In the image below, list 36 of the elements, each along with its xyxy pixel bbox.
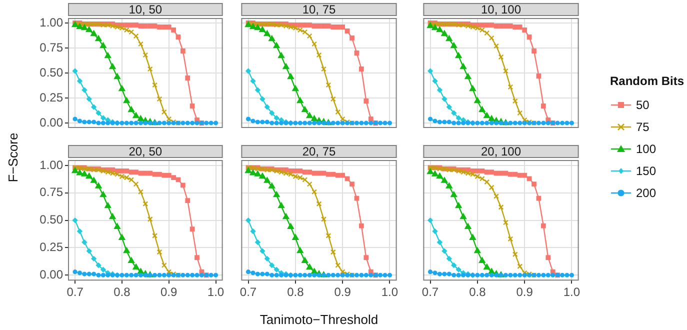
x-tick-label: 0.7 <box>66 285 84 300</box>
x-tick-label: 1.0 <box>207 285 224 300</box>
x-tick-label: 0.9 <box>516 285 534 300</box>
x-tick-label: 0.8 <box>114 285 131 300</box>
x-tick-label: 0.7 <box>422 285 439 300</box>
chart-title: 10, 75 <box>302 2 336 16</box>
chart-title: 10, 100 <box>480 2 522 16</box>
y-tick-label: 0.75 <box>40 185 64 200</box>
legend-label: 150 <box>636 164 656 178</box>
legend-title: Random Bits <box>610 74 684 88</box>
x-tick-label: 0.8 <box>287 285 304 300</box>
legend-label: 75 <box>636 120 650 134</box>
y-tick-label: 0.75 <box>40 40 64 54</box>
x-axis-title: Tanimoto−Threshold <box>260 312 378 327</box>
y-tick-label: 0.50 <box>40 65 64 80</box>
chart-title: 20, 50 <box>128 144 162 158</box>
x-tick-label: 0.8 <box>469 285 486 300</box>
y-tick-label: 0.50 <box>40 212 64 227</box>
legend-label: 100 <box>636 142 656 156</box>
legend-label: 200 <box>636 186 656 200</box>
y-tick-label: 1.00 <box>40 158 64 172</box>
x-tick-label: 0.7 <box>240 285 257 300</box>
chart-title: 20, 75 <box>302 144 336 158</box>
y-tick-label: 0.25 <box>40 240 64 254</box>
x-tick-label: 0.9 <box>334 285 352 300</box>
x-tick-label: 1.0 <box>563 285 580 300</box>
x-tick-label: 0.9 <box>160 285 178 300</box>
legend-label: 50 <box>636 98 650 112</box>
chart-title: 20, 100 <box>480 144 522 158</box>
y-tick-label: 1.00 <box>40 15 64 30</box>
y-tick-label: 0.00 <box>40 115 64 130</box>
x-tick-label: 1.0 <box>381 285 398 300</box>
y-axis-title: F−Score <box>6 132 20 184</box>
y-tick-label: 0.00 <box>40 267 64 282</box>
y-tick-label: 0.25 <box>40 90 64 104</box>
chart-title: 10, 50 <box>128 2 162 16</box>
